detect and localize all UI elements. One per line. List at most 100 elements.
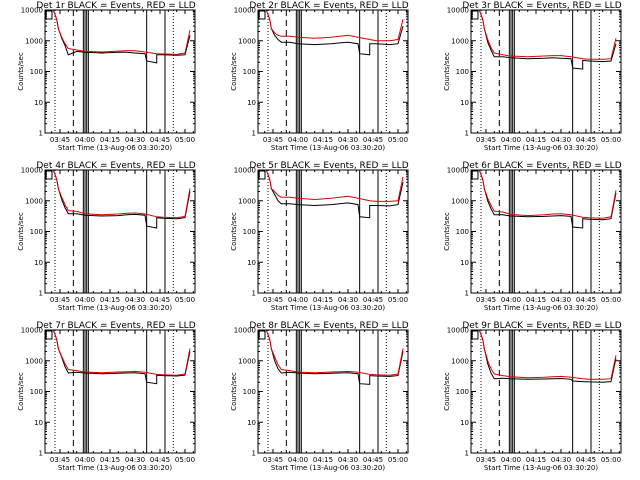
y-tick-label: 100 [456,68,469,76]
y-tick-label: 10 [460,259,469,267]
x-tick-label: 04:30 [338,136,358,144]
x-tick-label: 04:00 [501,296,521,304]
x-axis-label: Start Time (13-Aug-06 03:30:20) [271,464,385,472]
panel-title: Det 1r BLACK = Events, RED = LLD [36,1,195,11]
y-tick-label: 100 [243,68,256,76]
y-axis-label: Counts/sec [230,52,238,91]
x-tick-label: 04:00 [75,296,95,304]
series-group [474,330,617,383]
panel: Det 2r BLACK = Events, RED = LLD 1 10 100 10… [230,1,409,152]
y-tick-label: 10 [247,259,256,267]
x-axis-label: Start Time (13-Aug-06 03:30:20) [484,144,598,152]
y-tick-label: 1 [465,450,469,458]
y-axis-label: Counts/sec [17,212,25,251]
x-tick-label: 05:00 [601,296,621,304]
x-tick-label: 04:30 [125,136,145,144]
x-axis-label: Start Time (13-Aug-06 03:30:20) [484,304,598,312]
x-tick-label: 04:00 [501,136,521,144]
x-tick-label: 03:45 [50,136,70,144]
y-tick-label: 10000 [234,327,256,335]
y-tick-label: 1000 [238,357,256,365]
y-tick-label: 1000 [25,357,43,365]
series-group [474,170,617,229]
y-tick-label: 1 [252,290,256,298]
x-tick-label: 05:00 [175,136,195,144]
x-tick-label: 03:45 [263,296,283,304]
series-line [48,330,191,376]
y-tick-label: 1 [252,130,256,138]
series-line [48,170,191,219]
panel-title: Det 3r BLACK = Events, RED = LLD [462,1,621,11]
x-tick-label: 04:15 [100,456,120,464]
y-tick-label: 1 [465,290,469,298]
y-tick-label: 100 [30,228,43,236]
y-tick-label: 10000 [21,167,43,175]
series-group [474,10,617,70]
x-tick-label: 04:00 [288,136,308,144]
x-tick-label: 05:00 [388,456,408,464]
y-tick-label: 10000 [234,167,256,175]
x-tick-label: 04:00 [288,296,308,304]
series-line [261,330,404,376]
y-tick-label: 10 [460,99,469,107]
series-line [474,10,617,70]
x-tick-label: 04:15 [526,296,546,304]
y-tick-label: 1000 [238,197,256,205]
x-tick-label: 04:45 [363,136,383,144]
x-tick-label: 04:45 [576,296,596,304]
series-line [474,10,617,60]
y-axis-label: Counts/sec [443,52,451,91]
series-group [48,10,191,64]
panel-title: Det 9r BLACK = Events, RED = LLD [462,321,621,331]
series-line [261,10,404,56]
panel: Det 4r BLACK = Events, RED = LLD 1 10 100 10… [17,161,196,312]
y-tick-label: 10 [34,419,43,427]
x-tick-label: 04:45 [576,136,596,144]
panel-title: Det 7r BLACK = Events, RED = LLD [36,321,195,331]
x-tick-label: 05:00 [175,296,195,304]
y-tick-label: 10000 [21,7,43,15]
x-tick-label: 04:30 [125,296,145,304]
y-tick-label: 10000 [447,7,469,15]
x-tick-label: 03:45 [476,296,496,304]
y-axis-label: Counts/sec [17,372,25,411]
x-tick-label: 05:00 [601,456,621,464]
y-tick-label: 1000 [25,197,43,205]
x-tick-label: 04:15 [100,296,120,304]
plot-frame [44,9,196,134]
x-tick-label: 04:15 [313,136,333,144]
series-line [474,330,617,380]
y-tick-label: 10 [460,419,469,427]
panel: Det 1r BLACK = Events, RED = LLD 1 10 100 10… [17,1,196,152]
x-tick-label: 05:00 [175,456,195,464]
series-line [474,170,617,219]
x-tick-label: 04:30 [551,136,571,144]
panel-title: Det 5r BLACK = Events, RED = LLD [249,161,408,171]
plot-frame [44,329,196,454]
y-axis-label: Counts/sec [230,212,238,251]
x-tick-label: 04:15 [526,456,546,464]
panel: Det 3r BLACK = Events, RED = LLD 1 10 100 10… [443,1,622,152]
series-line [261,170,404,219]
y-tick-label: 1 [39,450,43,458]
x-tick-label: 04:30 [551,296,571,304]
panel: Det 9r BLACK = Events, RED = LLD 1 10 100 10… [443,321,622,472]
x-axis-label: Start Time (13-Aug-06 03:30:20) [271,304,385,312]
x-tick-label: 03:45 [263,456,283,464]
x-tick-label: 03:45 [50,296,70,304]
y-tick-label: 1000 [25,37,43,45]
x-tick-label: 04:45 [150,296,170,304]
panel-title: Det 8r BLACK = Events, RED = LLD [249,321,408,331]
series-line [48,10,191,55]
y-tick-label: 10 [34,99,43,107]
series-group [261,10,404,56]
x-tick-label: 04:15 [526,136,546,144]
y-tick-label: 1000 [238,37,256,45]
series-group [261,330,404,385]
x-tick-label: 05:00 [601,136,621,144]
x-tick-label: 04:15 [313,456,333,464]
x-tick-label: 04:00 [501,456,521,464]
panel-title: Det 2r BLACK = Events, RED = LLD [249,1,408,11]
x-tick-label: 03:45 [50,456,70,464]
